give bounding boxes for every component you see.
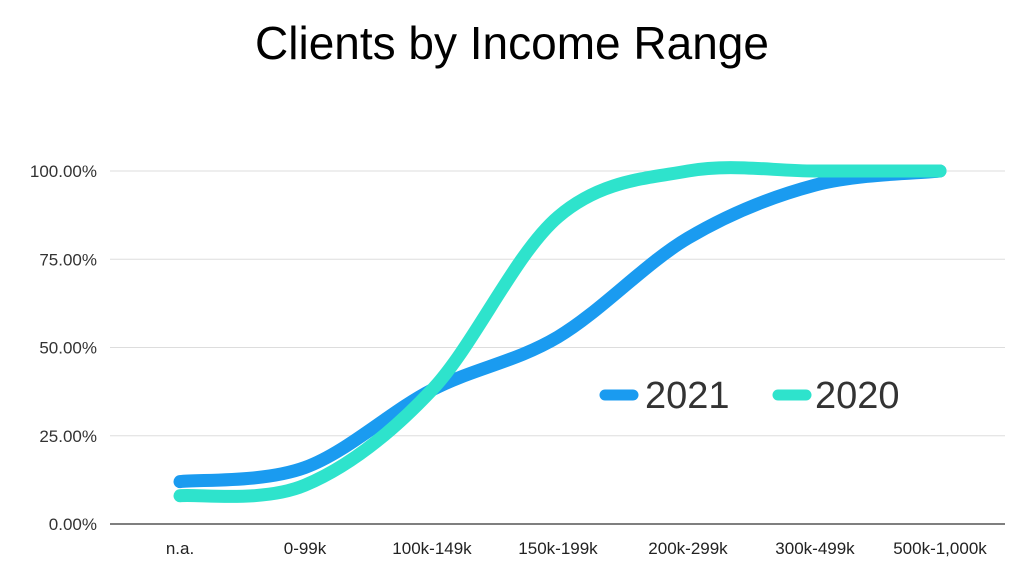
legend: 2021 2020	[599, 375, 900, 417]
y-tick-label: 50.00%	[39, 339, 97, 358]
y-tick-label: 25.00%	[39, 427, 97, 446]
y-tick-label: 0.00%	[49, 515, 97, 534]
legend-label-2021: 2021	[645, 375, 730, 417]
x-tick-label: 300k-499k	[775, 539, 855, 558]
grid-lines	[110, 170, 1005, 525]
x-tick-label: 100k-149k	[392, 539, 472, 558]
x-tick-label: n.a.	[166, 539, 194, 558]
series-line-2021	[173, 164, 947, 489]
x-tick-label: 150k-199k	[518, 539, 598, 558]
x-tick-label: 200k-299k	[648, 539, 728, 558]
y-tick-label: 100.00%	[30, 162, 97, 181]
y-tick-label: 75.00%	[39, 250, 97, 269]
series-line-2020	[173, 161, 947, 503]
legend-label-2020: 2020	[815, 375, 900, 417]
chart-title: Clients by Income Range	[255, 17, 769, 69]
x-tick-label: 500k-1,000k	[893, 539, 987, 558]
x-tick-label: 0-99k	[284, 539, 327, 558]
x-axis-tick-labels: n.a. 0-99k 100k-149k 150k-199k 200k-299k 300k…	[166, 539, 987, 558]
series-lines	[173, 161, 947, 503]
y-axis-tick-labels: 0.00% 25.00% 50.00% 75.00% 100.00%	[30, 162, 97, 534]
